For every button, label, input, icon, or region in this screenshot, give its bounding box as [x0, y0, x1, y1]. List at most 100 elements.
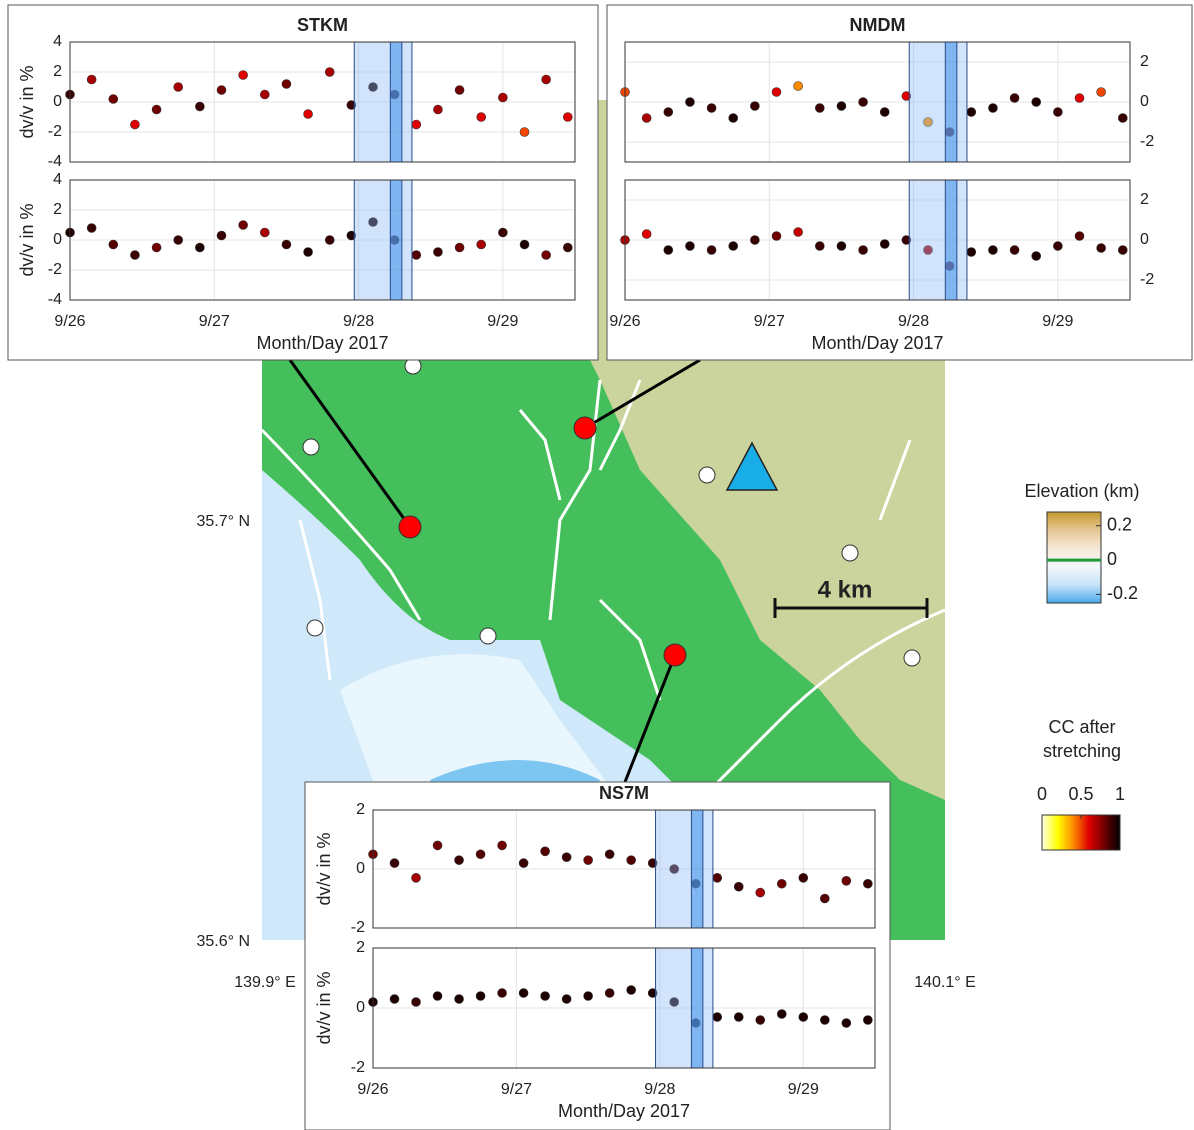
y-tick-label: 4: [53, 33, 62, 50]
event-span: [354, 42, 412, 162]
point: [772, 232, 781, 241]
point: [519, 859, 528, 868]
x-tick-label: 9/27: [199, 313, 230, 330]
point: [815, 242, 824, 251]
point: [729, 114, 738, 123]
point: [799, 873, 808, 882]
scale-label: 4 km: [818, 576, 873, 603]
point: [685, 242, 694, 251]
point: [87, 75, 96, 84]
point: [750, 236, 759, 245]
y-axis-label: dv/v in %: [17, 65, 37, 138]
point: [584, 856, 593, 865]
y-tick-label: 4: [53, 171, 62, 188]
point: [325, 236, 334, 245]
colorbar-tick-label: 1: [1115, 784, 1125, 804]
point: [627, 856, 636, 865]
point: [282, 80, 291, 89]
y-tick-label: -2: [351, 919, 365, 936]
point: [1010, 246, 1019, 255]
point: [1097, 244, 1106, 253]
point: [174, 236, 183, 245]
y-tick-label: 0: [356, 999, 365, 1016]
y-tick-label: -4: [48, 291, 62, 308]
point: [967, 248, 976, 257]
lon-label: 140.1° E: [914, 974, 976, 991]
x-axis-label: Month/Day 2017: [256, 333, 388, 353]
point: [859, 246, 868, 255]
point: [455, 995, 464, 1004]
colorbar: [1042, 815, 1120, 850]
x-tick-label: 9/28: [343, 313, 374, 330]
x-tick-label: 9/29: [487, 313, 518, 330]
point: [455, 856, 464, 865]
point: [772, 88, 781, 97]
point: [842, 876, 851, 885]
point: [1118, 246, 1127, 255]
point: [433, 105, 442, 114]
colorbar-title: Elevation (km): [1024, 481, 1139, 501]
point: [412, 873, 421, 882]
y-axis-label: dv/v in %: [314, 971, 334, 1044]
y-tick-label: 2: [1140, 191, 1149, 208]
point: [815, 104, 824, 113]
point: [859, 98, 868, 107]
point: [880, 240, 889, 249]
point: [863, 879, 872, 888]
point: [1032, 98, 1041, 107]
point: [605, 850, 614, 859]
point: [239, 71, 248, 80]
inset-title: STKM: [297, 15, 348, 35]
point: [542, 75, 551, 84]
point: [837, 102, 846, 111]
x-axis-label: Month/Day 2017: [811, 333, 943, 353]
point: [756, 888, 765, 897]
point: [1053, 242, 1062, 251]
event-span: [390, 42, 402, 162]
point: [563, 113, 572, 122]
x-tick-label: 9/27: [754, 313, 785, 330]
event-span: [945, 180, 957, 300]
point: [217, 86, 226, 95]
point: [542, 251, 551, 260]
colorbar-tick-label: 0.2: [1107, 514, 1132, 534]
point: [477, 240, 486, 249]
point: [642, 230, 651, 239]
point: [799, 1013, 808, 1022]
point: [477, 113, 486, 122]
y-axis-label: dv/v in %: [314, 832, 334, 905]
colorbar-tick-label: 0: [1037, 784, 1047, 804]
event-span: [390, 180, 402, 300]
y-tick-label: -2: [1140, 133, 1154, 150]
point: [1032, 252, 1041, 261]
point: [685, 98, 694, 107]
point: [837, 242, 846, 251]
point: [412, 120, 421, 129]
colorbar-tick-label: 0: [1107, 549, 1117, 569]
point: [541, 847, 550, 856]
point: [1097, 88, 1106, 97]
point: [412, 251, 421, 260]
point: [988, 104, 997, 113]
point: [412, 998, 421, 1007]
point: [664, 108, 673, 117]
colorbar-title: CC after: [1048, 717, 1115, 737]
point: [130, 251, 139, 260]
inset-title: NMDM: [850, 15, 906, 35]
x-tick-label: 9/28: [898, 313, 929, 330]
point: [794, 228, 803, 237]
point: [880, 108, 889, 117]
x-tick-label: 9/26: [609, 313, 640, 330]
x-tick-label: 9/26: [357, 1081, 388, 1098]
point: [520, 240, 529, 249]
point: [777, 1010, 786, 1019]
point: [498, 228, 507, 237]
point: [498, 841, 507, 850]
point: [476, 850, 485, 859]
figure: 4 km 35.7° N 35.6° N 139.9° E 140.1° E E…: [0, 0, 1194, 1130]
point: [842, 1019, 851, 1028]
point: [734, 882, 743, 891]
event-span: [909, 42, 967, 162]
y-tick-label: -2: [1140, 271, 1154, 288]
